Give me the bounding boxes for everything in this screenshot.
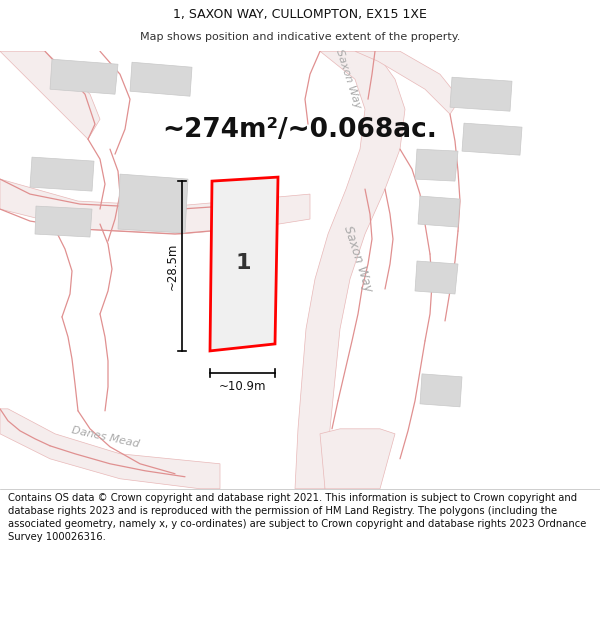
Polygon shape — [210, 177, 278, 351]
Polygon shape — [118, 174, 188, 233]
Polygon shape — [35, 206, 92, 237]
Polygon shape — [0, 179, 310, 234]
Polygon shape — [415, 149, 458, 181]
Text: Saxon Way: Saxon Way — [341, 224, 375, 294]
Text: Map shows position and indicative extent of the property.: Map shows position and indicative extent… — [140, 32, 460, 42]
Polygon shape — [0, 51, 100, 139]
Text: 1: 1 — [236, 253, 251, 273]
Polygon shape — [130, 62, 192, 96]
Polygon shape — [50, 59, 118, 94]
Polygon shape — [320, 429, 395, 489]
Text: Danes Mead: Danes Mead — [70, 425, 140, 449]
Text: Contains OS data © Crown copyright and database right 2021. This information is : Contains OS data © Crown copyright and d… — [8, 492, 586, 542]
Polygon shape — [462, 123, 522, 155]
Text: 1, SAXON WAY, CULLOMPTON, EX15 1XE: 1, SAXON WAY, CULLOMPTON, EX15 1XE — [173, 8, 427, 21]
Text: ~274m²/~0.068ac.: ~274m²/~0.068ac. — [163, 117, 437, 143]
Polygon shape — [30, 157, 94, 191]
Polygon shape — [222, 207, 273, 321]
Polygon shape — [355, 51, 460, 114]
Text: Saxon Way: Saxon Way — [334, 48, 362, 110]
Polygon shape — [420, 374, 462, 407]
Polygon shape — [295, 51, 405, 489]
Polygon shape — [418, 196, 460, 227]
Text: ~10.9m: ~10.9m — [219, 381, 266, 393]
Text: ~28.5m: ~28.5m — [166, 242, 179, 290]
Polygon shape — [450, 78, 512, 111]
Polygon shape — [0, 409, 220, 489]
Polygon shape — [415, 261, 458, 294]
